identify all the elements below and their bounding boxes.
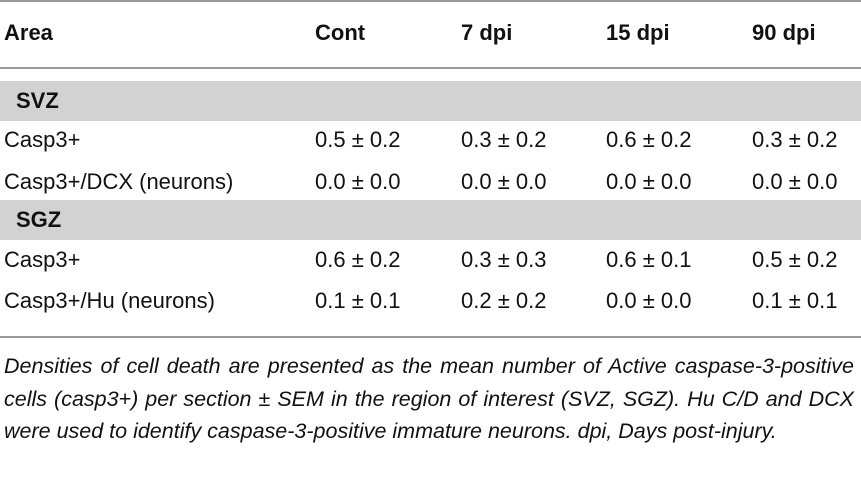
row-value-90dpi: 0.3 ± 0.2: [752, 127, 838, 152]
table-caption: Densities of cell death are presented as…: [4, 354, 854, 443]
header-15dpi: 15 dpi: [606, 20, 670, 45]
row-value-15dpi: 0.6 ± 0.2: [606, 127, 692, 152]
header-area: Area: [4, 20, 53, 45]
row-value-15dpi: 0.0 ± 0.0: [606, 169, 692, 194]
row-value-7dpi: 0.0 ± 0.0: [461, 169, 547, 194]
row-value-cont: 0.6 ± 0.2: [315, 247, 401, 272]
row-area-label: Casp3+/DCX (neurons): [4, 169, 234, 194]
header-cont: Cont: [315, 20, 366, 45]
row-area-label: Casp3+: [4, 247, 81, 272]
header-90dpi: 90 dpi: [752, 20, 816, 45]
row-value-7dpi: 0.3 ± 0.2: [461, 127, 547, 152]
row-value-15dpi: 0.0 ± 0.0: [606, 288, 692, 313]
row-value-cont: 0.0 ± 0.0: [315, 169, 401, 194]
row-area-label: Casp3+/Hu (neurons): [4, 288, 215, 313]
section-bar-sgz: [0, 200, 861, 240]
row-value-7dpi: 0.2 ± 0.2: [461, 288, 547, 313]
header-7dpi: 7 dpi: [461, 20, 513, 45]
row-value-7dpi: 0.3 ± 0.3: [461, 247, 547, 272]
header-bottom-rule: [0, 67, 861, 69]
table-top-rule: [0, 0, 861, 2]
row-value-90dpi: 0.1 ± 0.1: [752, 288, 838, 313]
row-value-90dpi: 0.0 ± 0.0: [752, 169, 838, 194]
section-bar-svz: [0, 81, 861, 121]
row-value-15dpi: 0.6 ± 0.1: [606, 247, 692, 272]
table-bottom-rule: [0, 336, 861, 338]
section-label-sgz: SGZ: [16, 207, 62, 232]
row-value-cont: 0.1 ± 0.1: [315, 288, 401, 313]
section-label-svz: SVZ: [16, 88, 59, 113]
row-value-cont: 0.5 ± 0.2: [315, 127, 401, 152]
row-area-label: Casp3+: [4, 127, 81, 152]
row-value-90dpi: 0.5 ± 0.2: [752, 247, 838, 272]
